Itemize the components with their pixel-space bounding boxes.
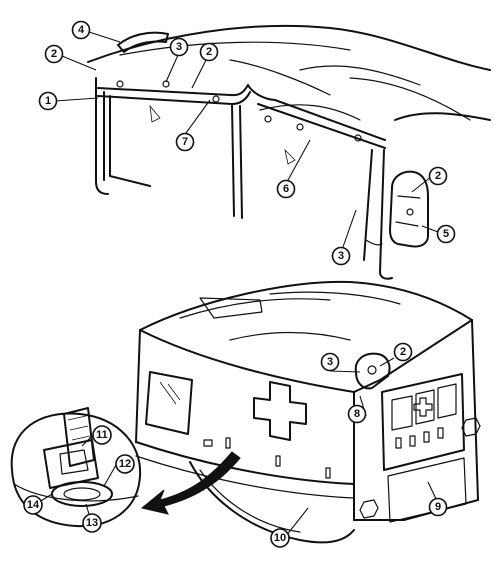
svg-text:13: 13 xyxy=(86,517,98,529)
svg-text:8: 8 xyxy=(354,408,360,420)
callout-3-top: 3 xyxy=(169,37,189,57)
callout-11: 11 xyxy=(92,425,112,445)
callout-4: 4 xyxy=(71,20,91,40)
callout-2-latch: 2 xyxy=(428,166,448,186)
callout-10: 10 xyxy=(270,528,290,548)
callout-6: 6 xyxy=(276,179,296,199)
svg-text:3: 3 xyxy=(327,356,333,368)
callout-12: 12 xyxy=(115,454,135,474)
svg-text:10: 10 xyxy=(274,532,286,544)
callout-14: 14 xyxy=(23,495,43,515)
svg-text:2: 2 xyxy=(435,170,441,182)
bottom-view-vehicle-body xyxy=(135,280,481,544)
svg-text:12: 12 xyxy=(119,458,131,470)
callout-2-top-middle: 2 xyxy=(199,42,219,62)
svg-text:2: 2 xyxy=(206,46,212,58)
svg-text:4: 4 xyxy=(78,24,85,36)
svg-text:1: 1 xyxy=(45,95,51,107)
svg-text:14: 14 xyxy=(27,499,40,511)
svg-text:11: 11 xyxy=(96,429,108,441)
detail-inset-strap-buckle xyxy=(10,407,142,528)
svg-text:6: 6 xyxy=(283,183,289,195)
callout-13: 13 xyxy=(82,513,102,533)
callout-7: 7 xyxy=(175,132,195,152)
svg-text:3: 3 xyxy=(176,41,182,53)
callout-2-top-left: 2 xyxy=(44,44,64,64)
callout-5: 5 xyxy=(436,224,456,244)
svg-text:2: 2 xyxy=(51,48,57,60)
svg-text:9: 9 xyxy=(435,501,441,513)
callout-2-bottom: 2 xyxy=(393,342,413,362)
callout-3-right-pillar: 3 xyxy=(331,246,351,266)
svg-text:2: 2 xyxy=(400,346,406,358)
svg-text:3: 3 xyxy=(338,250,344,262)
callout-3-bottom: 3 xyxy=(320,352,340,372)
callout-8: 8 xyxy=(347,404,367,424)
callout-1: 1 xyxy=(38,91,58,111)
callout-9: 9 xyxy=(428,497,448,517)
svg-text:7: 7 xyxy=(182,136,188,148)
svg-text:5: 5 xyxy=(443,228,449,240)
top-view-roof-assembly xyxy=(87,24,491,280)
